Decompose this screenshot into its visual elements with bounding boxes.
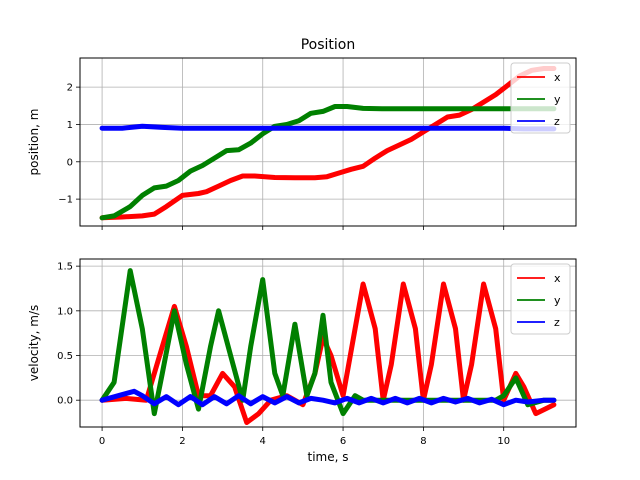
velocity-axes-frame [79,258,577,428]
velocity-y-ticks: 0.0 0.5 1.0 1.5 [57,262,80,407]
position-grid [80,58,576,226]
position-legend-box [510,62,571,134]
velocity-legend-label-y: y [554,294,561,307]
velocity-x-tick-label: 0 [99,436,105,447]
velocity-series-z [99,388,557,408]
velocity-y-tick-label: 0.0 [57,396,73,407]
position-legend-label-y: y [554,93,561,106]
velocity-legend-label-z: z [554,316,560,329]
position-y-ticks: −1 0 1 2 [58,83,80,206]
velocity-x-ticks: 0 2 4 6 8 10 [99,427,510,447]
velocity-legend-box [510,263,571,335]
position-legend: xyz [510,62,571,134]
position-y-tick-label: 2 [67,83,73,94]
velocity-legend: xyz [510,263,571,335]
position-panel: −1 0 1 2 Position position, m xyz [27,37,577,230]
velocity-legend-label-x: x [554,272,561,285]
velocity-panel: 0 2 4 6 8 10 0.0 0.5 1.0 1.5 time, s velocity, m… [27,258,577,464]
position-chart-title: Position [301,37,356,53]
position-x-ticks [101,226,505,230]
velocity-y-tick-label: 0.5 [57,351,73,362]
position-y-tick-label: 0 [67,157,73,168]
position-series-z [99,123,557,132]
position-legend-label-z: z [554,115,560,128]
velocity-x-tick-label: 8 [420,436,426,447]
velocity-series-y [99,268,557,417]
position-y-tick-label: −1 [58,195,73,206]
velocity-x-tick-label: 6 [340,436,346,447]
velocity-y-axis-label: velocity, m/s [27,305,41,382]
position-series-y [99,104,557,221]
position-y-axis-label: position, m [27,109,41,176]
velocity-series [99,268,557,425]
position-axes-frame [79,57,577,227]
position-y-tick-label: 1 [67,120,73,131]
position-series-x [99,66,557,221]
velocity-x-tick-label: 2 [179,436,185,447]
velocity-x-tick-label: 10 [497,436,510,447]
velocity-x-axis-label: time, s [308,450,349,464]
velocity-y-tick-label: 1.0 [57,306,73,317]
velocity-x-tick-label: 4 [260,436,266,447]
position-legend-label-x: x [554,71,561,84]
velocity-y-tick-label: 1.5 [57,262,73,273]
